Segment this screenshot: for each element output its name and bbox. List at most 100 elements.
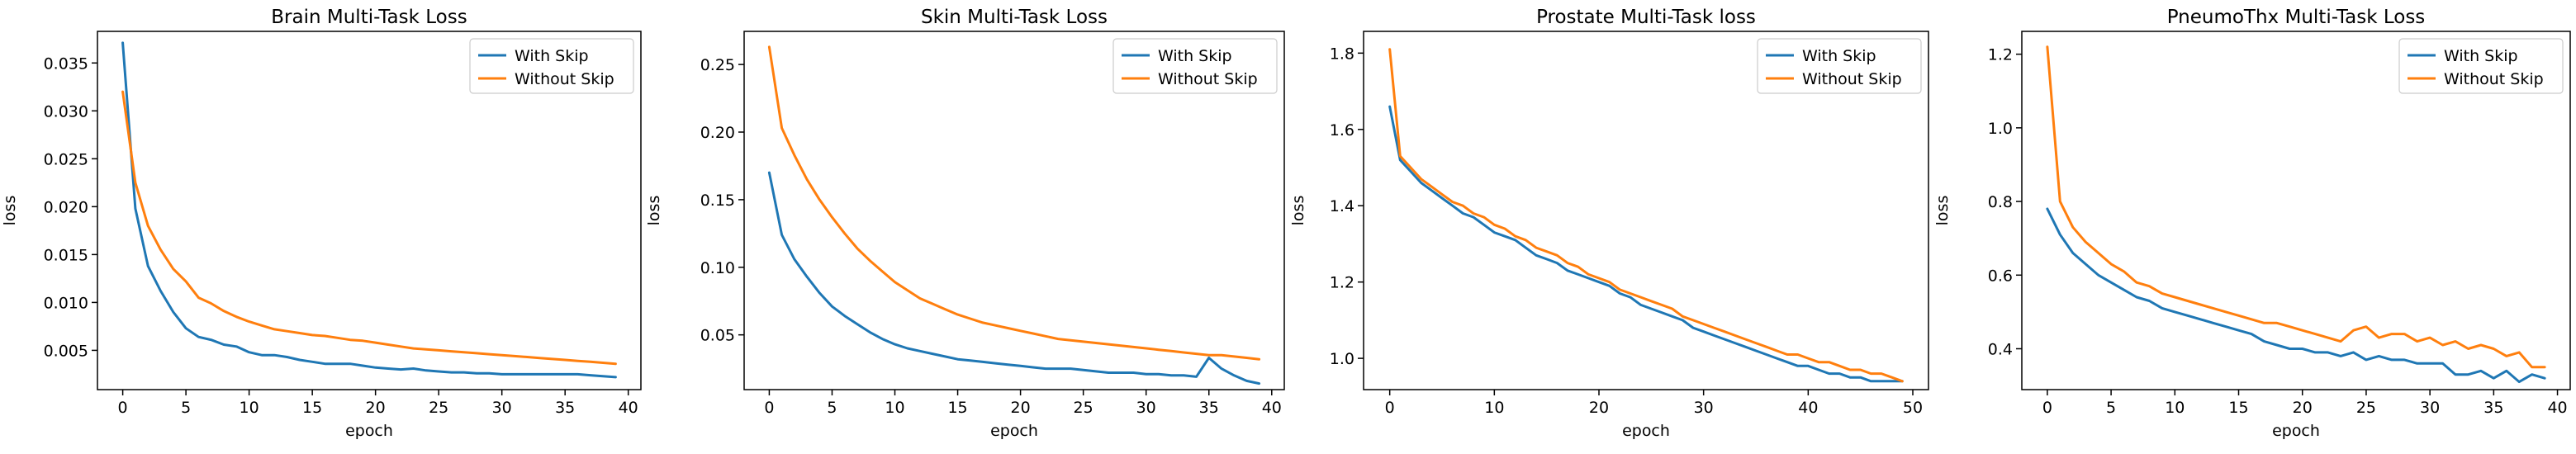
y-tick-label: 0.025: [44, 150, 88, 168]
y-tick-label: 1.6: [1330, 121, 1354, 140]
legend-label-without-skip: Without Skip: [1802, 70, 1902, 88]
y-tick-label: 0.05: [700, 327, 735, 345]
x-tick-label: 0: [1385, 399, 1395, 417]
series-line-with-skip: [121, 41, 617, 379]
x-tick-label: 20: [2293, 399, 2313, 417]
y-tick-label: 0.005: [44, 342, 88, 360]
x-tick-label: 10: [1484, 399, 1504, 417]
legend-label-with-skip: With Skip: [515, 47, 589, 65]
x-tick-label: 35: [555, 399, 575, 417]
legend-label-without-skip: Without Skip: [1158, 70, 1258, 88]
x-tick-label: 25: [429, 399, 448, 417]
x-tick-label: 40: [619, 399, 638, 417]
axes-frame: [97, 31, 642, 390]
plot-area: [2046, 45, 2546, 384]
y-axis-label: loss: [645, 196, 663, 226]
chart-title: Skin Multi-Task Loss: [921, 7, 1108, 28]
series-line-without-skip: [767, 45, 1261, 361]
x-tick-label: 0: [2042, 399, 2052, 417]
x-tick-label: 10: [885, 399, 904, 417]
chart-panel-1: Brain Multi-Task Loss 0 5 10 15 20 25 30 35 40 0.0…: [0, 0, 644, 454]
plot-area: [1388, 48, 1904, 383]
x-tick-label: 20: [1011, 399, 1031, 417]
y-axis-label: loss: [1933, 196, 1952, 226]
x-tick-label: 30: [1136, 399, 1156, 417]
y-tick-label: 0.15: [700, 192, 735, 210]
x-tick-label: 35: [1199, 399, 1219, 417]
legend-box: [469, 38, 634, 94]
chart-panel-3: Prostate Multi-Task loss 0 10 20 30 40 50 1.0 1.…: [1288, 0, 1933, 454]
y-tick-label: 0.10: [700, 259, 735, 277]
x-tick-label: 30: [2420, 399, 2440, 417]
x-tick-label: 0: [764, 399, 774, 417]
x-tick-label: 25: [1074, 399, 1093, 417]
x-tick-label: 30: [1694, 399, 1714, 417]
chart-svg-1: Brain Multi-Task Loss 0 5 10 15 20 25 30 35 40 0.0…: [1, 7, 642, 440]
x-tick-label: 25: [2356, 399, 2376, 417]
legend-label-with-skip: With Skip: [1802, 47, 1876, 65]
chart-svg-4: PneumoThx Multi-Task Loss 0 5 10 15 20 25 30 35 4…: [1933, 7, 2571, 440]
series-line-without-skip: [121, 90, 617, 366]
x-axis-label: epoch: [1622, 422, 1670, 440]
y-tick-label: 0.8: [1988, 193, 2013, 211]
chart-svg-2: Skin Multi-Task Loss 0 5 10 15 20 25 30 35 40 0.05…: [645, 7, 1285, 440]
legend-box: [1112, 38, 1278, 94]
x-tick-label: 15: [947, 399, 967, 417]
axes-frame: [2021, 31, 2571, 390]
legend: With Skip Without Skip: [1757, 38, 1922, 94]
y-axis-label: loss: [1, 196, 19, 226]
y-tick-label: 0.25: [700, 56, 735, 74]
axes-frame: [743, 31, 1285, 390]
y-tick-label: 0.20: [700, 124, 735, 142]
x-tick-label: 5: [2106, 399, 2116, 417]
axes-frame: [1363, 31, 1929, 390]
x-tick-label: 35: [2483, 399, 2503, 417]
legend-box: [1757, 38, 1922, 94]
x-tick-label: 5: [827, 399, 837, 417]
y-tick-label: 0.010: [44, 294, 88, 312]
x-tick-label: 0: [118, 399, 128, 417]
legend-label-with-skip: With Skip: [1158, 47, 1232, 65]
series-line-with-skip: [1388, 105, 1904, 383]
y-tick-label: 0.015: [44, 246, 88, 264]
y-tick-label: 1.4: [1330, 197, 1354, 215]
y-tick-label: 1.8: [1330, 45, 1354, 63]
x-axis-label: epoch: [345, 422, 393, 440]
x-tick-label: 40: [1262, 399, 1282, 417]
x-tick-label: 20: [366, 399, 386, 417]
chart-panel-4: PneumoThx Multi-Task Loss 0 5 10 15 20 25 30 35 4…: [1933, 0, 2576, 454]
series-line-without-skip: [2046, 45, 2546, 369]
x-tick-label: 20: [1589, 399, 1609, 417]
y-tick-label: 1.0: [1330, 350, 1354, 368]
x-tick-label: 40: [1798, 399, 1818, 417]
chart-title: PneumoThx Multi-Task Loss: [2167, 7, 2426, 28]
legend-box: [2398, 38, 2564, 94]
legend-label-without-skip: Without Skip: [515, 70, 614, 88]
chart-title: Prostate Multi-Task loss: [1536, 7, 1756, 28]
series-line-without-skip: [1388, 48, 1904, 383]
x-tick-label: 15: [302, 399, 322, 417]
x-tick-label: 30: [492, 399, 512, 417]
x-tick-label: 40: [2547, 399, 2567, 417]
chart-title: Brain Multi-Task Loss: [271, 7, 467, 28]
x-tick-label: 50: [1903, 399, 1923, 417]
series-line-with-skip: [2046, 207, 2546, 384]
legend-label-without-skip: Without Skip: [2444, 70, 2544, 88]
y-tick-label: 0.6: [1988, 267, 2013, 285]
y-axis-label: loss: [1289, 196, 1307, 226]
series-line-with-skip: [767, 171, 1261, 385]
x-tick-label: 10: [2165, 399, 2185, 417]
x-axis-label: epoch: [2272, 422, 2320, 440]
plot-area: [767, 45, 1261, 385]
y-tick-label: 1.0: [1988, 120, 2013, 138]
plot-area: [121, 41, 617, 379]
x-tick-label: 10: [240, 399, 259, 417]
y-tick-label: 0.035: [44, 54, 88, 73]
y-tick-label: 0.020: [44, 198, 88, 216]
legend: With Skip Without Skip: [469, 38, 634, 94]
y-tick-label: 0.030: [44, 102, 88, 121]
x-tick-label: 5: [181, 399, 191, 417]
x-axis-label: epoch: [990, 422, 1038, 440]
y-tick-label: 1.2: [1988, 46, 2013, 64]
